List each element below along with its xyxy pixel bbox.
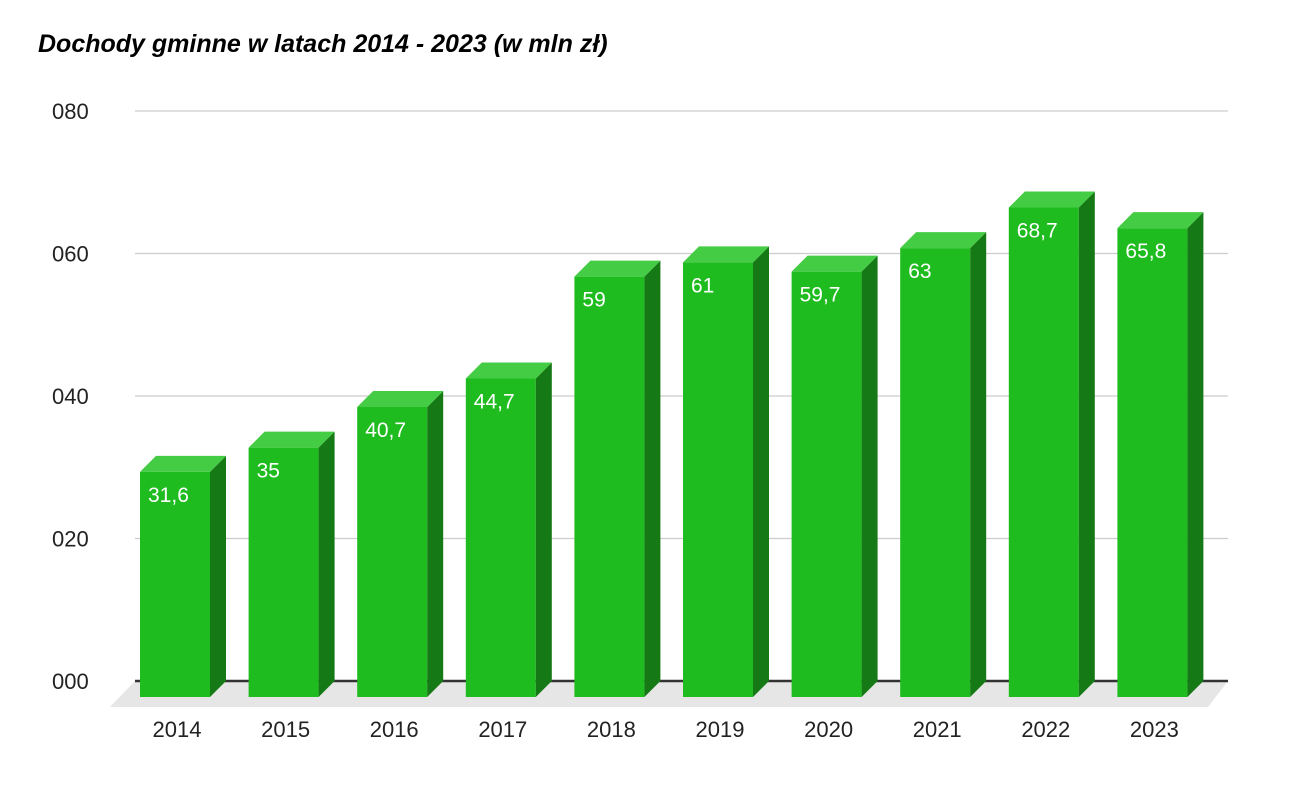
bar-front-face [248,447,319,697]
y-tick-label: 000 [52,669,89,694]
bar [791,255,878,697]
x-tick-label: 2016 [370,717,419,742]
bar-top-face [1117,212,1204,229]
bar [1117,212,1204,698]
bar-front-face [574,276,645,697]
data-label: 31,6 [148,484,189,507]
bar [683,246,769,697]
bar [574,260,661,697]
bar [357,391,444,697]
bar-side-face [535,362,552,697]
bar-front-face [465,378,536,697]
data-labels: 31,6 35 40,7 44,7 59 61 59,7 63 68,7 65,8 [148,220,1166,507]
bar-top-face [465,362,552,379]
data-label: 63 [908,260,931,283]
bar-side-face [318,431,335,697]
x-tick-label: 2019 [696,717,745,742]
bar [248,431,335,697]
chart-title: Dochody gminne w latach 2014 - 2023 (w m… [38,30,608,58]
bar [1008,191,1095,697]
y-tick-label: 020 [52,527,89,552]
bar-side-face [210,455,226,697]
y-axis: 000 020 040 060 080 [52,99,89,694]
bar-side-face [644,260,661,697]
bar-side-face [1078,191,1095,697]
bar-top-face [574,260,661,277]
data-label: 59,7 [800,284,841,307]
data-label: 65,8 [1125,240,1166,263]
x-tick-label: 2014 [153,717,202,742]
bar-front-face [683,262,753,697]
bar-top-face [900,232,987,249]
bar-side-face [1187,212,1204,698]
x-tick-label: 2017 [478,717,527,742]
bar-side-face [427,391,444,697]
bar-top-face [683,246,769,263]
y-tick-label: 040 [52,384,89,409]
data-label: 40,7 [365,419,406,442]
data-label: 59 [582,289,605,312]
data-label: 61 [691,274,714,297]
data-label: 44,7 [474,391,515,414]
data-label: 35 [257,460,280,483]
bar-top-face [791,255,878,272]
bar-front-face [140,471,210,697]
bar-side-face [861,255,878,697]
bar-front-face [900,248,971,697]
x-tick-label: 2021 [913,717,962,742]
bar-top-face [248,431,335,448]
x-tick-label: 2022 [1021,717,1070,742]
x-tick-label: 2018 [587,717,636,742]
x-tick-label: 2015 [261,717,310,742]
bar-top-face [357,391,444,408]
bar [900,232,987,697]
bar-side-face [970,232,987,697]
bar-front-face [357,407,428,697]
bar [140,455,226,697]
x-tick-label: 2023 [1130,717,1179,742]
x-axis: 2014 2015 2016 2017 2018 2019 2020 2021 2022 2023 [153,717,1179,742]
bars [140,191,1204,698]
y-tick-label: 060 [52,242,89,267]
x-tick-label: 2020 [804,717,853,742]
bar-top-face [1008,191,1095,208]
bar [465,362,552,697]
bar-front-face [1117,228,1188,698]
bar-front-face [1008,207,1079,697]
bar-side-face [753,246,769,697]
data-label: 68,7 [1017,220,1058,243]
bar-top-face [140,455,226,472]
y-tick-label: 080 [52,99,89,124]
bar-front-face [791,271,862,697]
